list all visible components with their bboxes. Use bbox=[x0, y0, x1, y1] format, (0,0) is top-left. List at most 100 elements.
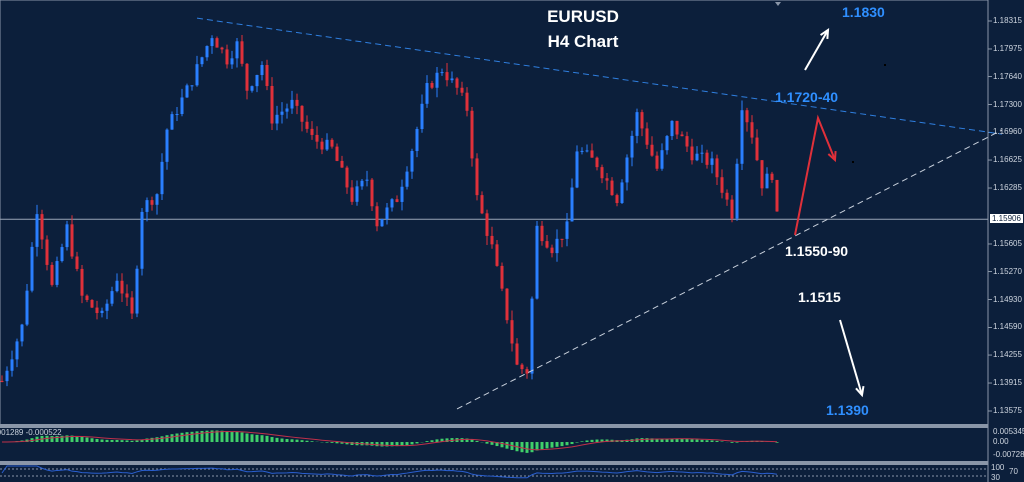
candle-body bbox=[245, 63, 249, 91]
candle-body bbox=[230, 58, 234, 65]
candle-body bbox=[130, 297, 134, 314]
candle-body bbox=[400, 186, 404, 202]
candle-body bbox=[700, 152, 704, 154]
candle-body bbox=[305, 121, 309, 129]
candle-body bbox=[760, 160, 764, 189]
candle-body bbox=[690, 146, 694, 161]
candle-body bbox=[480, 195, 484, 214]
candle-body bbox=[205, 46, 209, 58]
candle-body bbox=[115, 280, 119, 292]
candle-body bbox=[125, 293, 129, 298]
target-label-1830: 1.1830 bbox=[842, 4, 885, 20]
candle-body bbox=[515, 343, 519, 365]
candle-body bbox=[710, 158, 714, 165]
candle-body bbox=[155, 194, 159, 205]
candle-body bbox=[390, 199, 394, 208]
candle-body bbox=[740, 110, 744, 164]
candle-body bbox=[475, 158, 479, 196]
candle-body bbox=[560, 238, 564, 240]
level-label-1515: 1.1515 bbox=[798, 289, 841, 305]
candle-body bbox=[320, 141, 324, 150]
panel-separator bbox=[0, 461, 988, 465]
candle-body bbox=[490, 235, 494, 245]
candle-body bbox=[720, 177, 724, 193]
y-tick-label: 1.14590 bbox=[993, 322, 1022, 332]
candle-body bbox=[80, 268, 84, 296]
candle-body bbox=[285, 108, 289, 112]
y-tick-label: 1.14255 bbox=[993, 350, 1022, 360]
candle-body bbox=[75, 256, 79, 269]
candle-body bbox=[585, 150, 589, 152]
candle-body bbox=[520, 364, 524, 370]
candle-body bbox=[370, 179, 374, 207]
candle-body bbox=[575, 151, 579, 188]
candle-body bbox=[15, 341, 19, 360]
candle-body bbox=[55, 261, 59, 285]
rsi-tick: 100 bbox=[991, 463, 1005, 472]
candle-body bbox=[630, 135, 634, 158]
arrow-bounce bbox=[794, 114, 836, 236]
candle-body bbox=[530, 298, 534, 374]
candle-body bbox=[105, 303, 109, 311]
candle-body bbox=[235, 41, 239, 59]
candle-body bbox=[765, 173, 769, 189]
candle-body bbox=[135, 268, 139, 314]
candle-body bbox=[210, 38, 214, 47]
candle-body bbox=[20, 324, 24, 342]
candle-body bbox=[215, 38, 219, 48]
candle-body bbox=[410, 150, 414, 172]
candle-body bbox=[60, 247, 64, 262]
candle-body bbox=[380, 219, 384, 227]
candle-body bbox=[680, 134, 684, 137]
candle-body bbox=[315, 134, 319, 142]
candle-body bbox=[675, 120, 679, 135]
candle-body bbox=[120, 280, 124, 294]
candle-body bbox=[90, 299, 94, 308]
candle-body bbox=[425, 83, 429, 104]
candle-body bbox=[775, 179, 779, 212]
candle-body bbox=[640, 112, 644, 129]
candle-body bbox=[435, 72, 439, 88]
candle-body bbox=[275, 114, 279, 124]
candle-body bbox=[360, 180, 364, 187]
candle-body bbox=[695, 153, 699, 161]
candle-body bbox=[330, 139, 334, 147]
rsi-line bbox=[1, 465, 778, 479]
candle-body bbox=[40, 214, 44, 240]
candle-body bbox=[165, 129, 169, 162]
candle-body bbox=[555, 238, 559, 254]
candle-body bbox=[180, 97, 184, 114]
y-tick-label: 1.15270 bbox=[993, 266, 1022, 276]
candle-body bbox=[660, 150, 664, 169]
candle-body bbox=[160, 161, 164, 195]
candle-body bbox=[300, 105, 304, 122]
candle-body bbox=[240, 41, 244, 64]
candle-body bbox=[10, 359, 14, 371]
candle-body bbox=[495, 244, 499, 266]
candle-body bbox=[100, 310, 104, 314]
y-tick-label: 1.17300 bbox=[993, 99, 1022, 109]
candle-body bbox=[550, 247, 554, 254]
rsi-tick: 70 bbox=[1009, 467, 1018, 476]
candle-body bbox=[715, 158, 719, 178]
candle-body bbox=[635, 112, 639, 136]
candle-body bbox=[590, 150, 594, 158]
candle-body bbox=[260, 64, 264, 76]
y-tick-label: 1.13915 bbox=[993, 378, 1022, 388]
chart-title: EURUSD bbox=[547, 7, 619, 26]
resistance-label: 1.1720-40 bbox=[775, 89, 839, 105]
candle-body bbox=[220, 47, 224, 50]
candle-body bbox=[470, 110, 474, 159]
candle-body bbox=[455, 78, 459, 88]
candle-body bbox=[595, 157, 599, 168]
candle-body bbox=[440, 72, 444, 74]
rsi-tick: 30 bbox=[991, 473, 1000, 482]
candle-body bbox=[110, 291, 114, 304]
candle-body bbox=[545, 241, 549, 248]
candle-body bbox=[565, 221, 569, 239]
arrow-up bbox=[804, 29, 829, 71]
candle-body bbox=[685, 136, 689, 147]
candle-body bbox=[570, 187, 574, 222]
candle-body bbox=[500, 265, 504, 289]
trendline-0 bbox=[196, 17, 1003, 135]
